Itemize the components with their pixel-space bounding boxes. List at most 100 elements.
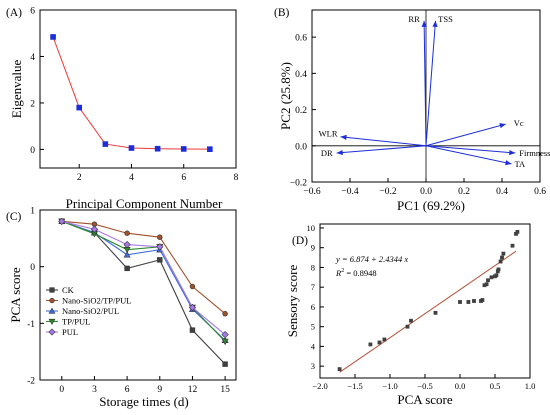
series-point — [221, 331, 229, 339]
regression-equation: y = 6.874 + 2.4344 x — [335, 254, 408, 264]
x-axis-label: Principal Component Number — [66, 196, 223, 211]
legend-marker — [49, 297, 55, 304]
y-tick-label: 7 — [311, 282, 315, 292]
series-ck — [59, 218, 228, 367]
y-tick-label: 0 — [30, 263, 35, 273]
eigenvalue-point — [207, 146, 213, 152]
data-point — [377, 340, 382, 345]
y-axis-label: Sensory score — [285, 264, 300, 337]
vector-label: Vc — [514, 118, 524, 128]
y-tick-label: 0 — [30, 146, 35, 156]
x-tick-label: −0.4 — [341, 187, 358, 197]
y-tick-label: 5 — [311, 322, 315, 332]
x-tick-label: 0.2 — [458, 187, 470, 197]
panel-label: (B) — [274, 7, 290, 19]
arrow-head — [432, 20, 438, 28]
x-axis-label: PC1 (69.2%) — [397, 198, 465, 213]
data-point — [510, 243, 515, 248]
data-point — [368, 342, 373, 347]
vector-label: Firmness — [519, 148, 550, 158]
x-tick-label: −2.0 — [312, 381, 327, 391]
series-pul — [58, 217, 229, 339]
y-tick-label: −0.2 — [290, 179, 307, 189]
panel-label: (A) — [6, 7, 22, 19]
y-tick-label: 0.2 — [295, 106, 307, 116]
series-point — [222, 361, 228, 367]
arrow-head — [509, 149, 516, 156]
x-tick-label: 6 — [181, 173, 186, 183]
y-tick-label: 2 — [30, 99, 35, 109]
y-tick-label: 6 — [311, 302, 315, 312]
eigenvalue-line — [52, 36, 210, 150]
x-tick-label: 15 — [220, 385, 230, 395]
vector-label: DR — [321, 148, 333, 158]
y-tick-label: 6 — [30, 7, 35, 17]
series-point — [188, 303, 197, 312]
data-point — [480, 298, 485, 302]
y-tick-label: 0.4 — [295, 70, 307, 80]
arrow-head — [340, 134, 347, 140]
series-point — [157, 257, 163, 263]
data-point — [489, 275, 494, 280]
y-tick-label: 9 — [311, 243, 315, 253]
y-tick-label: 10 — [307, 223, 316, 233]
eigenvalue-point — [154, 145, 161, 152]
y-tick-label: -2 — [27, 377, 35, 387]
legend-label: Nano-SiO2/TP/PUL — [62, 296, 131, 306]
legend-marker — [48, 318, 56, 326]
arrow-head — [421, 20, 427, 27]
r-squared-value: = 0.8948 — [344, 268, 376, 278]
eigenvalue-point — [102, 141, 109, 147]
x-tick-label: 0 — [59, 385, 64, 395]
x-tick-label: 0.6 — [534, 187, 546, 197]
x-tick-label: 2 — [77, 173, 82, 183]
legend-marker — [48, 328, 56, 336]
vector-label: TSS — [438, 14, 453, 24]
loading-vector-wlr — [340, 136, 427, 147]
loading-vector-rr — [423, 20, 427, 146]
eigenvalue-point — [180, 146, 187, 152]
panel-d-sensory-regression-chart: (D) −2.0 −1.5 −1.0 −0.5 0.0 0.5 1.0 3 4 5 6 7 8 9 10 y =… — [285, 223, 535, 407]
r-squared-superscript: 2 — [341, 268, 344, 274]
series-point — [90, 225, 99, 233]
x-tick-label: 8 — [234, 173, 239, 183]
x-tick-label: 12 — [188, 385, 198, 395]
data-point — [433, 310, 438, 315]
legend-label: PUL — [62, 327, 78, 337]
plot-frame — [319, 223, 531, 379]
plot-frame — [39, 209, 237, 381]
data-point — [409, 318, 413, 323]
r-squared-symbol: R — [335, 268, 342, 278]
x-tick-label: 6 — [125, 385, 130, 395]
legend-label: Nano-SiO2/PUL — [62, 306, 119, 316]
y-tick-label: -1 — [27, 320, 35, 330]
arrow-head — [499, 123, 506, 129]
data-point — [500, 255, 504, 260]
series-point — [156, 243, 164, 251]
legend-marker — [48, 307, 56, 314]
x-tick-label: 0.0 — [455, 381, 466, 391]
y-tick-label: 0.6 — [295, 34, 307, 44]
loading-vector-firmness — [425, 145, 516, 154]
r-squared-label: R2 = 0.8948 — [335, 268, 377, 278]
series-point — [221, 338, 229, 346]
eigenvalue-point — [76, 104, 82, 111]
x-tick-label: 9 — [157, 385, 162, 395]
x-tick-label: 0.5 — [490, 381, 501, 391]
y-tick-label: 1 — [30, 207, 35, 217]
data-point — [337, 367, 342, 372]
eigenvalue-point — [50, 34, 56, 40]
data-point — [501, 251, 506, 256]
data-point — [458, 300, 462, 304]
data-point — [498, 259, 503, 264]
panel-label: (D) — [292, 235, 308, 247]
loading-vector-dr — [336, 145, 427, 154]
series-point — [124, 230, 130, 236]
x-tick-label: −1.0 — [382, 381, 397, 391]
panel-c-pca-score-chart: (C) 0 3 6 9 12 15 -2 -1 0 1 CKNano-SiO2/TP/PULNano-… — [6, 207, 237, 409]
series-point — [123, 251, 131, 258]
data-point — [494, 273, 499, 278]
panel-label: (C) — [6, 211, 22, 223]
x-axis-label: PCA score — [397, 392, 452, 407]
